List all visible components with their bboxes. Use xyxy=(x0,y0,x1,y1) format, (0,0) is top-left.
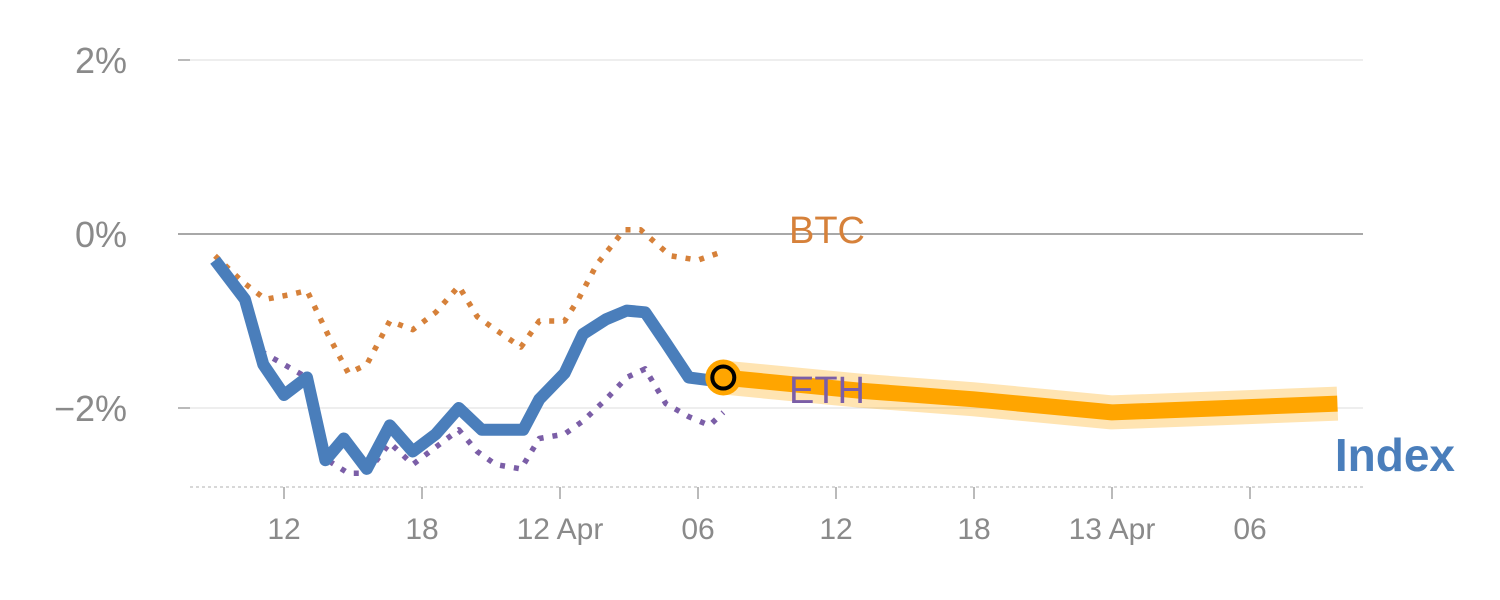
x-tick-label: 06 xyxy=(1233,513,1266,546)
btc-series-label: BTC xyxy=(789,210,865,252)
y-tick-label: −2% xyxy=(54,388,127,429)
y-tick-label: 2% xyxy=(75,40,127,81)
x-tick-label: 18 xyxy=(405,513,438,546)
y-tick-label: 0% xyxy=(75,214,127,255)
index-line xyxy=(210,256,725,475)
x-tick-label: 13 Apr xyxy=(1069,513,1156,546)
current-point-marker xyxy=(710,364,737,391)
x-tick-label: 06 xyxy=(681,513,714,546)
x-axis: 12 18 12 Apr 06 12 18 13 Apr 06 xyxy=(267,487,1267,546)
forecast-line xyxy=(722,369,1338,421)
y-axis: 2% 0% −2% xyxy=(54,40,127,429)
eth-line xyxy=(259,349,726,477)
index-series-label: Index xyxy=(1335,429,1456,481)
eth-series-label: ETH xyxy=(789,370,865,412)
x-tick-label: 12 xyxy=(819,513,852,546)
btc-line xyxy=(213,226,725,376)
x-tick-label: 12 Apr xyxy=(517,513,604,546)
x-tick-label: 18 xyxy=(957,513,990,546)
x-tick-label: 12 xyxy=(267,513,300,546)
series xyxy=(210,226,1339,477)
